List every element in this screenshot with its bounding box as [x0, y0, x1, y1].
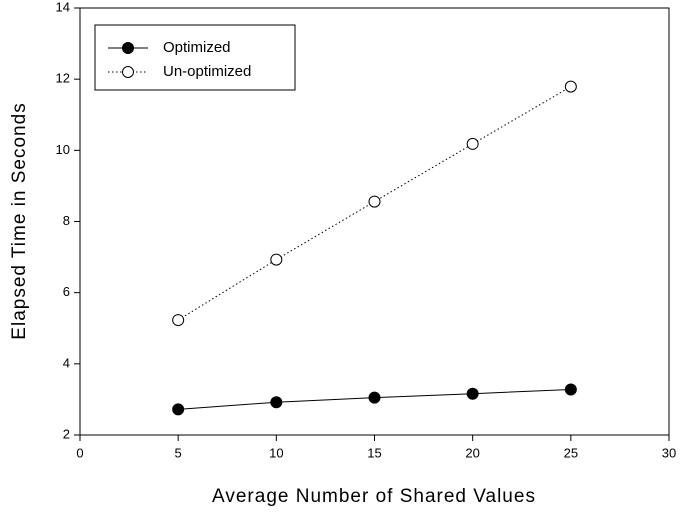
- y-tick-label: 10: [56, 142, 70, 157]
- data-point: [172, 314, 185, 327]
- legend-marker: [122, 66, 134, 78]
- y-tick-label: 12: [56, 71, 70, 86]
- data-point: [172, 403, 185, 416]
- y-axis-label: Elapsed Time in Seconds: [9, 102, 30, 339]
- data-point: [270, 253, 283, 266]
- y-tick-label: 8: [63, 213, 70, 228]
- y-tick-label: 2: [63, 426, 70, 441]
- legend-label: Optimized: [163, 39, 231, 56]
- y-tick-label: 14: [56, 0, 70, 14]
- y-tick-label: 4: [63, 355, 70, 370]
- x-tick-label: 10: [269, 445, 283, 460]
- x-tick-label: 30: [662, 445, 676, 460]
- y-tick-label: 6: [63, 284, 70, 299]
- data-point: [466, 137, 479, 150]
- legend-label: Un-optimized: [163, 63, 251, 80]
- data-point: [368, 195, 381, 208]
- data-point: [368, 391, 381, 404]
- x-axis-label: Average Number of Shared Values: [212, 486, 536, 507]
- x-tick-label: 20: [465, 445, 479, 460]
- legend-marker: [122, 42, 134, 54]
- x-tick-label: 15: [367, 445, 381, 460]
- data-point: [270, 396, 283, 409]
- x-tick-label: 5: [175, 445, 182, 460]
- data-point: [466, 387, 479, 400]
- data-point: [564, 80, 577, 93]
- x-tick-label: 0: [76, 445, 83, 460]
- legend-box: [94, 24, 296, 91]
- data-point: [564, 383, 577, 396]
- x-tick-label: 25: [564, 445, 578, 460]
